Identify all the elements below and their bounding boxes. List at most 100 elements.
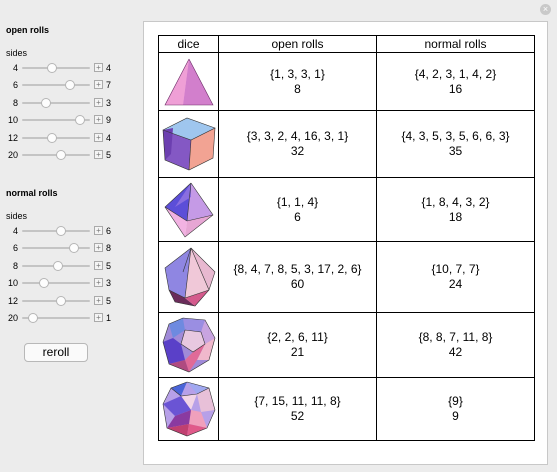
slider-thumb[interactable] <box>56 226 67 236</box>
normal-slider-20[interactable] <box>22 317 90 319</box>
open-rolls-cell: {1, 1, 4} 6 <box>218 177 377 242</box>
slider-sides-label: 12 <box>7 295 18 306</box>
close-icon[interactable]: × <box>540 4 551 15</box>
slider-sides-label: 12 <box>7 132 18 143</box>
roll-list: {8, 8, 7, 11, 8} <box>418 330 493 344</box>
normal-rolls-cell: {8, 8, 7, 11, 8} 42 <box>376 312 535 378</box>
normal-slider-row-20: 20 +1 <box>0 312 140 324</box>
plus-icon[interactable]: + <box>94 260 103 270</box>
open-slider-8[interactable] <box>22 101 90 104</box>
plus-icon[interactable]: + <box>94 150 103 159</box>
tetrahedron-icon <box>158 52 219 111</box>
slider-thumb[interactable] <box>68 243 79 254</box>
slider-thumb[interactable] <box>39 278 50 289</box>
open-rolls-cell: {2, 2, 6, 11} 21 <box>218 312 377 378</box>
controls-panel: open rolls sides 4 +4 6 +7 8 +3 10 +9 12 +4 20 +5 n… <box>0 0 140 472</box>
slider-thumb[interactable] <box>46 63 57 73</box>
table-row: {1, 1, 4} 6 {1, 8, 4, 3, 2} 18 <box>158 177 535 242</box>
slider-thumb[interactable] <box>74 115 85 126</box>
slider-value: 3 <box>106 278 112 289</box>
slider-value: 6 <box>106 226 112 236</box>
roll-sum: 9 <box>452 409 459 423</box>
normal-rolls-cell: {9} 9 <box>376 377 535 441</box>
roll-sum: 8 <box>294 81 301 96</box>
roll-list: {3, 3, 2, 4, 16, 3, 1} <box>246 129 349 143</box>
roll-sum: 60 <box>290 277 305 291</box>
plus-icon[interactable]: + <box>94 295 103 305</box>
roll-list: {7, 15, 11, 11, 8} <box>254 394 341 408</box>
roll-list: {1, 1, 4} <box>276 194 319 209</box>
slider-thumb[interactable] <box>56 295 67 306</box>
roll-sum: 16 <box>448 81 463 96</box>
table-header-row: dice open rolls normal rolls <box>158 35 535 53</box>
roll-sum: 6 <box>294 209 301 224</box>
slider-thumb[interactable] <box>53 260 63 271</box>
slider-sides-label: 20 <box>7 313 18 323</box>
plus-icon[interactable]: + <box>94 97 103 107</box>
slider-value: 4 <box>106 63 112 73</box>
slider-sides-label: 4 <box>12 63 18 73</box>
trapezohedron-icon <box>158 241 219 313</box>
roll-sum: 21 <box>290 345 305 359</box>
dice-table: dice open rolls normal rolls {1, 3, 3, 1… <box>158 35 535 441</box>
roll-sum: 35 <box>448 144 463 158</box>
plus-icon[interactable]: + <box>94 115 103 125</box>
header-open-rolls: open rolls <box>218 35 377 53</box>
reroll-button[interactable]: reroll <box>24 343 88 362</box>
header-dice: dice <box>158 35 219 53</box>
slider-value: 9 <box>106 115 112 126</box>
open-slider-10[interactable] <box>22 119 90 122</box>
plus-icon[interactable]: + <box>94 243 103 253</box>
slider-sides-label: 8 <box>12 260 18 271</box>
roll-sum: 24 <box>448 277 463 291</box>
normal-slider-row-8: 8 +5 <box>0 260 140 272</box>
slider-value: 1 <box>106 313 112 323</box>
normal-slider-row-4: 4 +6 <box>0 225 140 237</box>
slider-thumb[interactable] <box>40 97 51 108</box>
slider-sides-label: 4 <box>12 226 18 236</box>
cube-icon <box>158 110 219 178</box>
normal-rolls-title: normal rolls <box>6 188 58 198</box>
icosahedron-icon <box>158 377 219 441</box>
open-slider-row-20: 20 +5 <box>0 149 140 161</box>
normal-slider-row-6: 6 +8 <box>0 242 140 254</box>
slider-thumb[interactable] <box>46 132 57 143</box>
slider-thumb[interactable] <box>28 313 39 323</box>
slider-sides-label: 10 <box>7 115 18 126</box>
table-row: {3, 3, 2, 4, 16, 3, 1} 32 {4, 3, 5, 3, 5, … <box>158 110 535 178</box>
normal-rolls-cell: {1, 8, 4, 3, 2} 18 <box>376 177 535 242</box>
slider-thumb[interactable] <box>65 80 76 91</box>
open-rolls-cell: {8, 4, 7, 8, 5, 3, 17, 2, 6} 60 <box>218 241 377 313</box>
open-slider-6[interactable] <box>22 84 90 87</box>
dodecahedron-icon <box>158 312 219 378</box>
plus-icon[interactable]: + <box>94 226 103 235</box>
plus-icon[interactable]: + <box>94 80 103 90</box>
roll-list: {1, 3, 3, 1} <box>270 66 325 81</box>
slider-sides-label: 8 <box>12 97 18 108</box>
normal-slider-10[interactable] <box>22 282 90 285</box>
open-rolls-cell: {7, 15, 11, 11, 8} 52 <box>218 377 377 441</box>
normal-slider-4[interactable] <box>22 230 90 232</box>
roll-list: {4, 3, 5, 3, 5, 6, 6, 3} <box>401 129 510 143</box>
roll-list: {4, 2, 3, 1, 4, 2} <box>414 66 497 81</box>
normal-slider-12[interactable] <box>22 299 90 302</box>
normal-sides-label: sides <box>6 211 28 221</box>
slider-thumb[interactable] <box>56 150 67 160</box>
slider-value: 7 <box>106 80 112 91</box>
open-slider-20[interactable] <box>22 154 90 156</box>
normal-slider-6[interactable] <box>22 247 90 250</box>
roll-list: {10, 7, 7} <box>431 262 480 276</box>
normal-rolls-cell: {10, 7, 7} 24 <box>376 241 535 313</box>
open-rolls-cell: {3, 3, 2, 4, 16, 3, 1} 32 <box>218 110 377 178</box>
table-row: {1, 3, 3, 1} 8 {4, 2, 3, 1, 4, 2} 16 <box>158 52 535 111</box>
plus-icon[interactable]: + <box>94 63 103 72</box>
plus-icon[interactable]: + <box>94 132 103 142</box>
plus-icon[interactable]: + <box>94 278 103 288</box>
open-rolls-cell: {1, 3, 3, 1} 8 <box>218 52 377 111</box>
slider-value: 4 <box>106 132 112 143</box>
open-slider-row-12: 12 +4 <box>0 132 140 144</box>
slider-value: 3 <box>106 97 112 108</box>
plus-icon[interactable]: + <box>94 313 103 322</box>
octahedron-icon <box>158 177 219 242</box>
table-row: {8, 4, 7, 8, 5, 3, 17, 2, 6} 60 {10, 7, 7}… <box>158 241 535 313</box>
